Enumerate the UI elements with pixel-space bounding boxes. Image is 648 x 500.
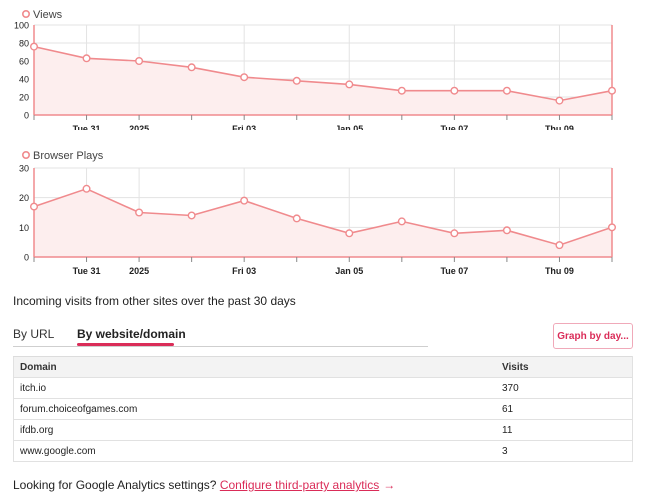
footer-text: Looking for Google Analytics settings? xyxy=(13,478,217,492)
x-tick-label: 2025 xyxy=(129,124,149,130)
data-point xyxy=(397,217,406,226)
column-header-visits: Visits xyxy=(496,356,633,378)
x-tick-label: Tue 07 xyxy=(440,266,468,274)
domain-cell: itch.io xyxy=(13,377,496,399)
data-point xyxy=(135,208,144,217)
table-row: ifdb.org 11 xyxy=(13,419,633,441)
active-tab-indicator xyxy=(77,343,174,346)
views-chart: Views 0 20 40 60 80 100 Tue 31 2025 Fri 03 Jan 05 T… xyxy=(14,9,617,130)
x-tick-label: Jan 05 xyxy=(335,124,363,130)
x-tick-label: Jan 05 xyxy=(335,266,363,274)
visits-cell: 61 xyxy=(496,398,633,420)
visits-cell: 11 xyxy=(496,419,633,441)
data-point xyxy=(608,223,617,232)
data-point xyxy=(450,86,459,95)
data-point xyxy=(292,76,301,85)
data-point xyxy=(502,226,511,235)
x-tick-label: Tue 31 xyxy=(73,266,101,274)
incoming-visits-heading: Incoming visits from other sites over th… xyxy=(13,294,296,308)
series-area xyxy=(34,188,612,257)
data-point xyxy=(502,86,511,95)
data-point xyxy=(240,196,249,205)
data-point xyxy=(240,73,249,82)
data-point xyxy=(30,202,39,211)
y-tick-label: 10 xyxy=(19,223,29,233)
data-point xyxy=(608,86,617,95)
tab-by-url[interactable]: By URL xyxy=(13,327,55,341)
series-line xyxy=(33,45,613,102)
data-point xyxy=(345,80,354,89)
series-area xyxy=(34,46,612,115)
x-tick-label: Fri 03 xyxy=(232,124,256,130)
data-point xyxy=(397,86,406,95)
series-line xyxy=(33,187,613,246)
domain-cell: www.google.com xyxy=(13,440,496,462)
browser-plays-chart: Browser Plays 0 10 20 30 Tue 31 2025 Fri 03 Jan … xyxy=(19,150,617,274)
data-point xyxy=(555,241,564,250)
data-point xyxy=(82,54,91,63)
data-point xyxy=(30,42,39,51)
data-point xyxy=(292,214,301,223)
y-tick-label: 0 xyxy=(24,111,29,121)
x-tick-label: Tue 07 xyxy=(440,124,468,130)
x-tick-label: 2025 xyxy=(129,266,149,274)
referrer-table: Domain Visits itch.io 370 forum.choiceof… xyxy=(13,356,633,462)
data-point xyxy=(450,229,459,238)
referrer-tabs: By URL By website/domain xyxy=(13,324,428,347)
analytics-footer: Looking for Google Analytics settings? C… xyxy=(13,478,395,492)
x-tick-label: Thu 09 xyxy=(545,124,574,130)
arrow-right-icon: → xyxy=(383,478,396,492)
configure-analytics-link[interactable]: Configure third-party analytics xyxy=(219,478,380,492)
y-tick-label: 100 xyxy=(14,21,29,31)
data-point xyxy=(187,63,196,72)
data-point xyxy=(555,96,564,105)
x-tick-label: Fri 03 xyxy=(232,266,256,274)
y-tick-label: 80 xyxy=(19,39,29,49)
graph-by-day-button[interactable]: Graph by day... xyxy=(553,323,633,349)
legend-label: Browser Plays xyxy=(33,150,104,162)
legend-label: Views xyxy=(33,9,63,21)
table-row: forum.choiceofgames.com 61 xyxy=(13,398,633,420)
domain-cell: ifdb.org xyxy=(13,419,496,441)
data-point xyxy=(187,211,196,220)
data-point xyxy=(345,229,354,238)
legend-marker xyxy=(21,10,30,19)
y-tick-label: 20 xyxy=(19,93,29,103)
column-header-domain: Domain xyxy=(13,356,496,378)
table-header-row: Domain Visits xyxy=(13,356,633,378)
y-tick-label: 0 xyxy=(24,253,29,263)
tab-by-domain[interactable]: By website/domain xyxy=(77,327,186,341)
table-row: www.google.com 3 xyxy=(13,440,633,462)
y-tick-label: 60 xyxy=(19,57,29,67)
legend-marker xyxy=(21,151,30,160)
y-tick-label: 20 xyxy=(19,193,29,203)
x-tick-label: Thu 09 xyxy=(545,266,574,274)
data-point xyxy=(82,184,91,193)
x-tick-label: Tue 31 xyxy=(73,124,101,130)
table-row: itch.io 370 xyxy=(13,377,633,399)
y-tick-label: 40 xyxy=(19,75,29,85)
y-tick-label: 30 xyxy=(19,164,29,174)
data-point xyxy=(135,57,144,66)
visits-cell: 370 xyxy=(496,377,633,399)
visits-cell: 3 xyxy=(496,440,633,462)
domain-cell: forum.choiceofgames.com xyxy=(13,398,496,420)
